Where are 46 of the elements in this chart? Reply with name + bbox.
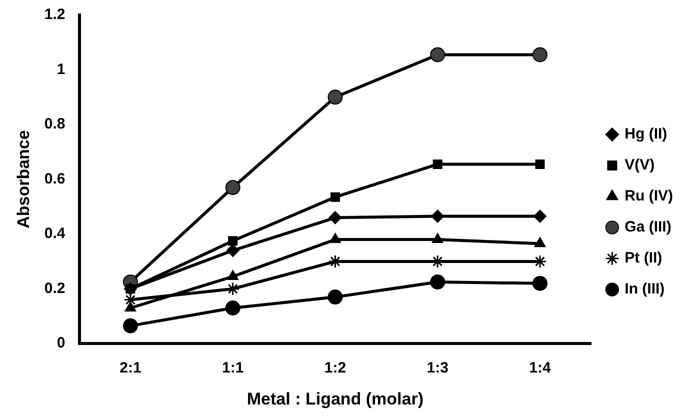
- x-tick-label: 1:2: [324, 360, 346, 377]
- point: [328, 211, 342, 224]
- x-tick-label: 1:1: [222, 360, 244, 377]
- point: [328, 254, 342, 268]
- point: [227, 270, 239, 280]
- point: [226, 282, 240, 296]
- point: [533, 254, 547, 268]
- y-tick-label: 1.2: [44, 6, 66, 24]
- y-tick-label: 0: [56, 334, 66, 352]
- point: [431, 210, 444, 223]
- legend-label: V(V): [624, 156, 655, 174]
- point: [328, 90, 343, 105]
- point: [535, 159, 545, 169]
- point: [430, 47, 446, 62]
- x-tick-label: 2:1: [120, 360, 142, 377]
- point: [430, 254, 444, 268]
- x-tick-label: 1:3: [426, 360, 448, 377]
- y-tick-label: 0.6: [44, 170, 66, 188]
- legend-label: Ru (IV): [624, 188, 674, 205]
- point: [124, 302, 136, 312]
- y-tick-label: 1: [56, 60, 66, 78]
- y-tick-label: 0.2: [44, 280, 66, 297]
- legend-label: Hg (II): [624, 126, 668, 143]
- y-tick-label: 0.8: [44, 116, 66, 133]
- point: [225, 300, 240, 316]
- legend-label: Pt (II): [624, 250, 662, 267]
- point: [532, 47, 548, 62]
- point: [226, 244, 240, 257]
- point: [225, 180, 240, 196]
- y-tick-label: 0.4: [44, 225, 66, 242]
- point: [534, 237, 546, 248]
- point: [330, 192, 340, 202]
- point: [330, 233, 341, 244]
- point: [533, 210, 546, 223]
- legend-label: In (III): [624, 280, 665, 298]
- y-axis-title: Absorbance: [14, 130, 33, 228]
- point: [532, 276, 548, 291]
- x-axis-title: Metal : Ligand (molar): [246, 389, 424, 408]
- point: [432, 233, 444, 244]
- x-tick-label: 1:4: [529, 360, 552, 377]
- point: [228, 236, 238, 246]
- point: [430, 274, 446, 290]
- point: [122, 318, 138, 334]
- point: [432, 159, 442, 169]
- legend-label: Ga (III): [624, 218, 672, 236]
- point: [328, 290, 343, 305]
